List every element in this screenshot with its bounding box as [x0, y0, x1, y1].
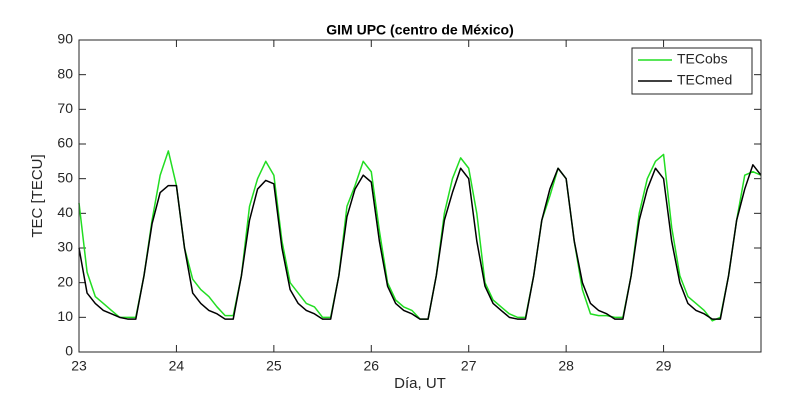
- y-tick-label: 40: [57, 204, 73, 220]
- y-tick-label: 30: [57, 239, 73, 255]
- y-tick-label: 60: [57, 135, 73, 151]
- y-tick-label: 90: [57, 31, 73, 47]
- chart-title: GIM UPC (centro de México): [326, 22, 513, 38]
- y-tick-label: 50: [57, 169, 73, 185]
- y-tick-label: 20: [57, 273, 73, 289]
- legend-label: TECmed: [677, 72, 732, 88]
- y-tick-label: 0: [65, 343, 73, 359]
- x-axis-label: Día, UT: [394, 375, 446, 392]
- x-tick-label: 28: [558, 358, 574, 374]
- legend-label: TECobs: [677, 51, 728, 67]
- y-axis-label: TEC [TECU]: [29, 154, 46, 237]
- x-tick-label: 24: [169, 358, 185, 374]
- x-tick-label: 26: [363, 358, 379, 374]
- y-tick-label: 80: [57, 65, 73, 81]
- legend-box: [631, 47, 753, 95]
- x-tick-label: 27: [461, 358, 477, 374]
- x-tick-label: 25: [266, 358, 282, 374]
- x-tick-label: 23: [71, 358, 87, 374]
- plot-frame: [78, 39, 762, 353]
- y-tick-label: 10: [57, 308, 73, 324]
- series-line: [78, 164, 762, 320]
- x-tick-label: 29: [656, 358, 672, 374]
- y-tick-label: 70: [57, 100, 73, 116]
